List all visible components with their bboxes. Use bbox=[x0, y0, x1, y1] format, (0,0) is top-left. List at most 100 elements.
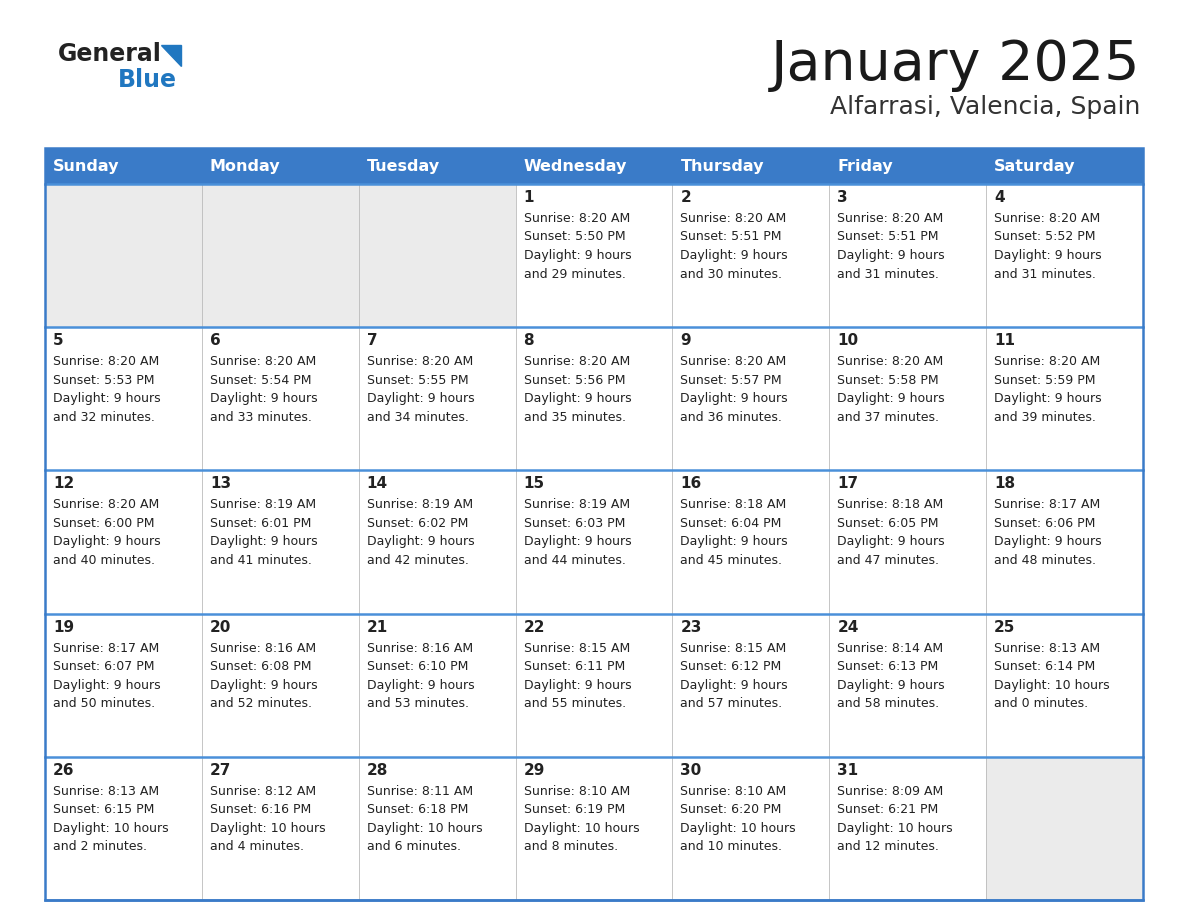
Text: Daylight: 9 hours: Daylight: 9 hours bbox=[838, 249, 944, 262]
Bar bbox=[359, 327, 516, 470]
Bar bbox=[516, 184, 672, 327]
Text: Sunrise: 8:20 AM: Sunrise: 8:20 AM bbox=[838, 355, 943, 368]
Text: 29: 29 bbox=[524, 763, 545, 778]
Text: and 2 minutes.: and 2 minutes. bbox=[53, 840, 147, 854]
Text: Sunset: 5:52 PM: Sunset: 5:52 PM bbox=[994, 230, 1095, 243]
Text: Daylight: 9 hours: Daylight: 9 hours bbox=[53, 678, 160, 691]
Text: and 40 minutes.: and 40 minutes. bbox=[53, 554, 154, 567]
Text: Sunset: 6:20 PM: Sunset: 6:20 PM bbox=[681, 803, 782, 816]
Text: Sunrise: 8:19 AM: Sunrise: 8:19 AM bbox=[524, 498, 630, 511]
Text: 12: 12 bbox=[53, 476, 74, 491]
Text: Sunset: 6:18 PM: Sunset: 6:18 PM bbox=[367, 803, 468, 816]
Text: and 36 minutes.: and 36 minutes. bbox=[681, 410, 783, 424]
Text: Sunset: 6:14 PM: Sunset: 6:14 PM bbox=[994, 660, 1095, 673]
Text: Sunset: 6:07 PM: Sunset: 6:07 PM bbox=[53, 660, 154, 673]
Text: and 6 minutes.: and 6 minutes. bbox=[367, 840, 461, 854]
Text: Daylight: 9 hours: Daylight: 9 hours bbox=[994, 249, 1101, 262]
Text: Sunset: 6:19 PM: Sunset: 6:19 PM bbox=[524, 803, 625, 816]
Text: Daylight: 9 hours: Daylight: 9 hours bbox=[681, 678, 788, 691]
Text: Daylight: 9 hours: Daylight: 9 hours bbox=[838, 678, 944, 691]
Text: 20: 20 bbox=[210, 620, 232, 634]
Text: Sunset: 5:50 PM: Sunset: 5:50 PM bbox=[524, 230, 625, 243]
Text: and 44 minutes.: and 44 minutes. bbox=[524, 554, 625, 567]
Bar bbox=[45, 613, 202, 756]
Bar bbox=[829, 184, 986, 327]
Polygon shape bbox=[162, 45, 181, 66]
Text: 22: 22 bbox=[524, 620, 545, 634]
Text: 2: 2 bbox=[681, 190, 691, 205]
Text: 27: 27 bbox=[210, 763, 232, 778]
Text: Sunrise: 8:10 AM: Sunrise: 8:10 AM bbox=[681, 785, 786, 798]
Text: Sunrise: 8:13 AM: Sunrise: 8:13 AM bbox=[994, 642, 1100, 655]
Text: Sunset: 6:08 PM: Sunset: 6:08 PM bbox=[210, 660, 311, 673]
Text: and 53 minutes.: and 53 minutes. bbox=[367, 697, 469, 711]
Text: Sunrise: 8:19 AM: Sunrise: 8:19 AM bbox=[210, 498, 316, 511]
Text: Daylight: 10 hours: Daylight: 10 hours bbox=[838, 822, 953, 834]
Text: 13: 13 bbox=[210, 476, 230, 491]
Text: Sunset: 6:16 PM: Sunset: 6:16 PM bbox=[210, 803, 311, 816]
Bar bbox=[516, 756, 672, 900]
Bar bbox=[672, 184, 829, 327]
Text: Sunrise: 8:14 AM: Sunrise: 8:14 AM bbox=[838, 642, 943, 655]
Bar bbox=[672, 756, 829, 900]
Text: 16: 16 bbox=[681, 476, 702, 491]
Text: Sunset: 6:02 PM: Sunset: 6:02 PM bbox=[367, 517, 468, 530]
Bar bbox=[986, 327, 1143, 470]
Text: Daylight: 10 hours: Daylight: 10 hours bbox=[524, 822, 639, 834]
Text: and 45 minutes.: and 45 minutes. bbox=[681, 554, 783, 567]
Text: 10: 10 bbox=[838, 333, 859, 348]
Bar bbox=[672, 327, 829, 470]
Text: Sunset: 5:59 PM: Sunset: 5:59 PM bbox=[994, 374, 1095, 386]
Text: Daylight: 9 hours: Daylight: 9 hours bbox=[994, 535, 1101, 548]
Bar bbox=[986, 470, 1143, 613]
Text: Daylight: 9 hours: Daylight: 9 hours bbox=[210, 678, 317, 691]
Bar bbox=[45, 184, 202, 327]
Text: and 42 minutes.: and 42 minutes. bbox=[367, 554, 468, 567]
Text: Sunset: 5:54 PM: Sunset: 5:54 PM bbox=[210, 374, 311, 386]
Bar bbox=[516, 327, 672, 470]
Text: Sunrise: 8:11 AM: Sunrise: 8:11 AM bbox=[367, 785, 473, 798]
Text: Sunrise: 8:20 AM: Sunrise: 8:20 AM bbox=[53, 355, 159, 368]
Text: Sunset: 6:01 PM: Sunset: 6:01 PM bbox=[210, 517, 311, 530]
Text: Daylight: 9 hours: Daylight: 9 hours bbox=[53, 535, 160, 548]
Text: Daylight: 10 hours: Daylight: 10 hours bbox=[210, 822, 326, 834]
Text: Sunrise: 8:20 AM: Sunrise: 8:20 AM bbox=[210, 355, 316, 368]
Text: and 55 minutes.: and 55 minutes. bbox=[524, 697, 626, 711]
Text: Daylight: 9 hours: Daylight: 9 hours bbox=[681, 535, 788, 548]
Text: Sunrise: 8:20 AM: Sunrise: 8:20 AM bbox=[53, 498, 159, 511]
Text: 7: 7 bbox=[367, 333, 378, 348]
Bar bbox=[45, 327, 202, 470]
Text: Friday: Friday bbox=[838, 159, 893, 174]
Text: Sunrise: 8:09 AM: Sunrise: 8:09 AM bbox=[838, 785, 943, 798]
Bar bbox=[202, 327, 359, 470]
Text: 9: 9 bbox=[681, 333, 691, 348]
Text: Sunrise: 8:20 AM: Sunrise: 8:20 AM bbox=[681, 355, 786, 368]
Text: Thursday: Thursday bbox=[681, 159, 764, 174]
Text: Daylight: 10 hours: Daylight: 10 hours bbox=[53, 822, 169, 834]
Text: Sunrise: 8:16 AM: Sunrise: 8:16 AM bbox=[210, 642, 316, 655]
Text: Sunset: 5:56 PM: Sunset: 5:56 PM bbox=[524, 374, 625, 386]
Text: and 31 minutes.: and 31 minutes. bbox=[994, 267, 1097, 281]
Text: Sunset: 5:58 PM: Sunset: 5:58 PM bbox=[838, 374, 939, 386]
Text: Tuesday: Tuesday bbox=[367, 159, 440, 174]
Text: and 52 minutes.: and 52 minutes. bbox=[210, 697, 312, 711]
Text: Sunset: 6:06 PM: Sunset: 6:06 PM bbox=[994, 517, 1095, 530]
Text: Sunset: 6:21 PM: Sunset: 6:21 PM bbox=[838, 803, 939, 816]
Text: 26: 26 bbox=[53, 763, 75, 778]
Bar bbox=[45, 148, 1143, 900]
Text: 18: 18 bbox=[994, 476, 1016, 491]
Bar bbox=[45, 756, 202, 900]
Text: Sunset: 6:05 PM: Sunset: 6:05 PM bbox=[838, 517, 939, 530]
Text: and 41 minutes.: and 41 minutes. bbox=[210, 554, 311, 567]
Bar bbox=[202, 470, 359, 613]
Bar bbox=[829, 613, 986, 756]
Text: Daylight: 9 hours: Daylight: 9 hours bbox=[210, 392, 317, 405]
Text: 28: 28 bbox=[367, 763, 388, 778]
Text: 21: 21 bbox=[367, 620, 388, 634]
Text: and 0 minutes.: and 0 minutes. bbox=[994, 697, 1088, 711]
Bar bbox=[986, 756, 1143, 900]
Text: and 58 minutes.: and 58 minutes. bbox=[838, 697, 940, 711]
Text: Sunset: 5:51 PM: Sunset: 5:51 PM bbox=[681, 230, 782, 243]
Text: Daylight: 9 hours: Daylight: 9 hours bbox=[524, 249, 631, 262]
Text: and 37 minutes.: and 37 minutes. bbox=[838, 410, 940, 424]
